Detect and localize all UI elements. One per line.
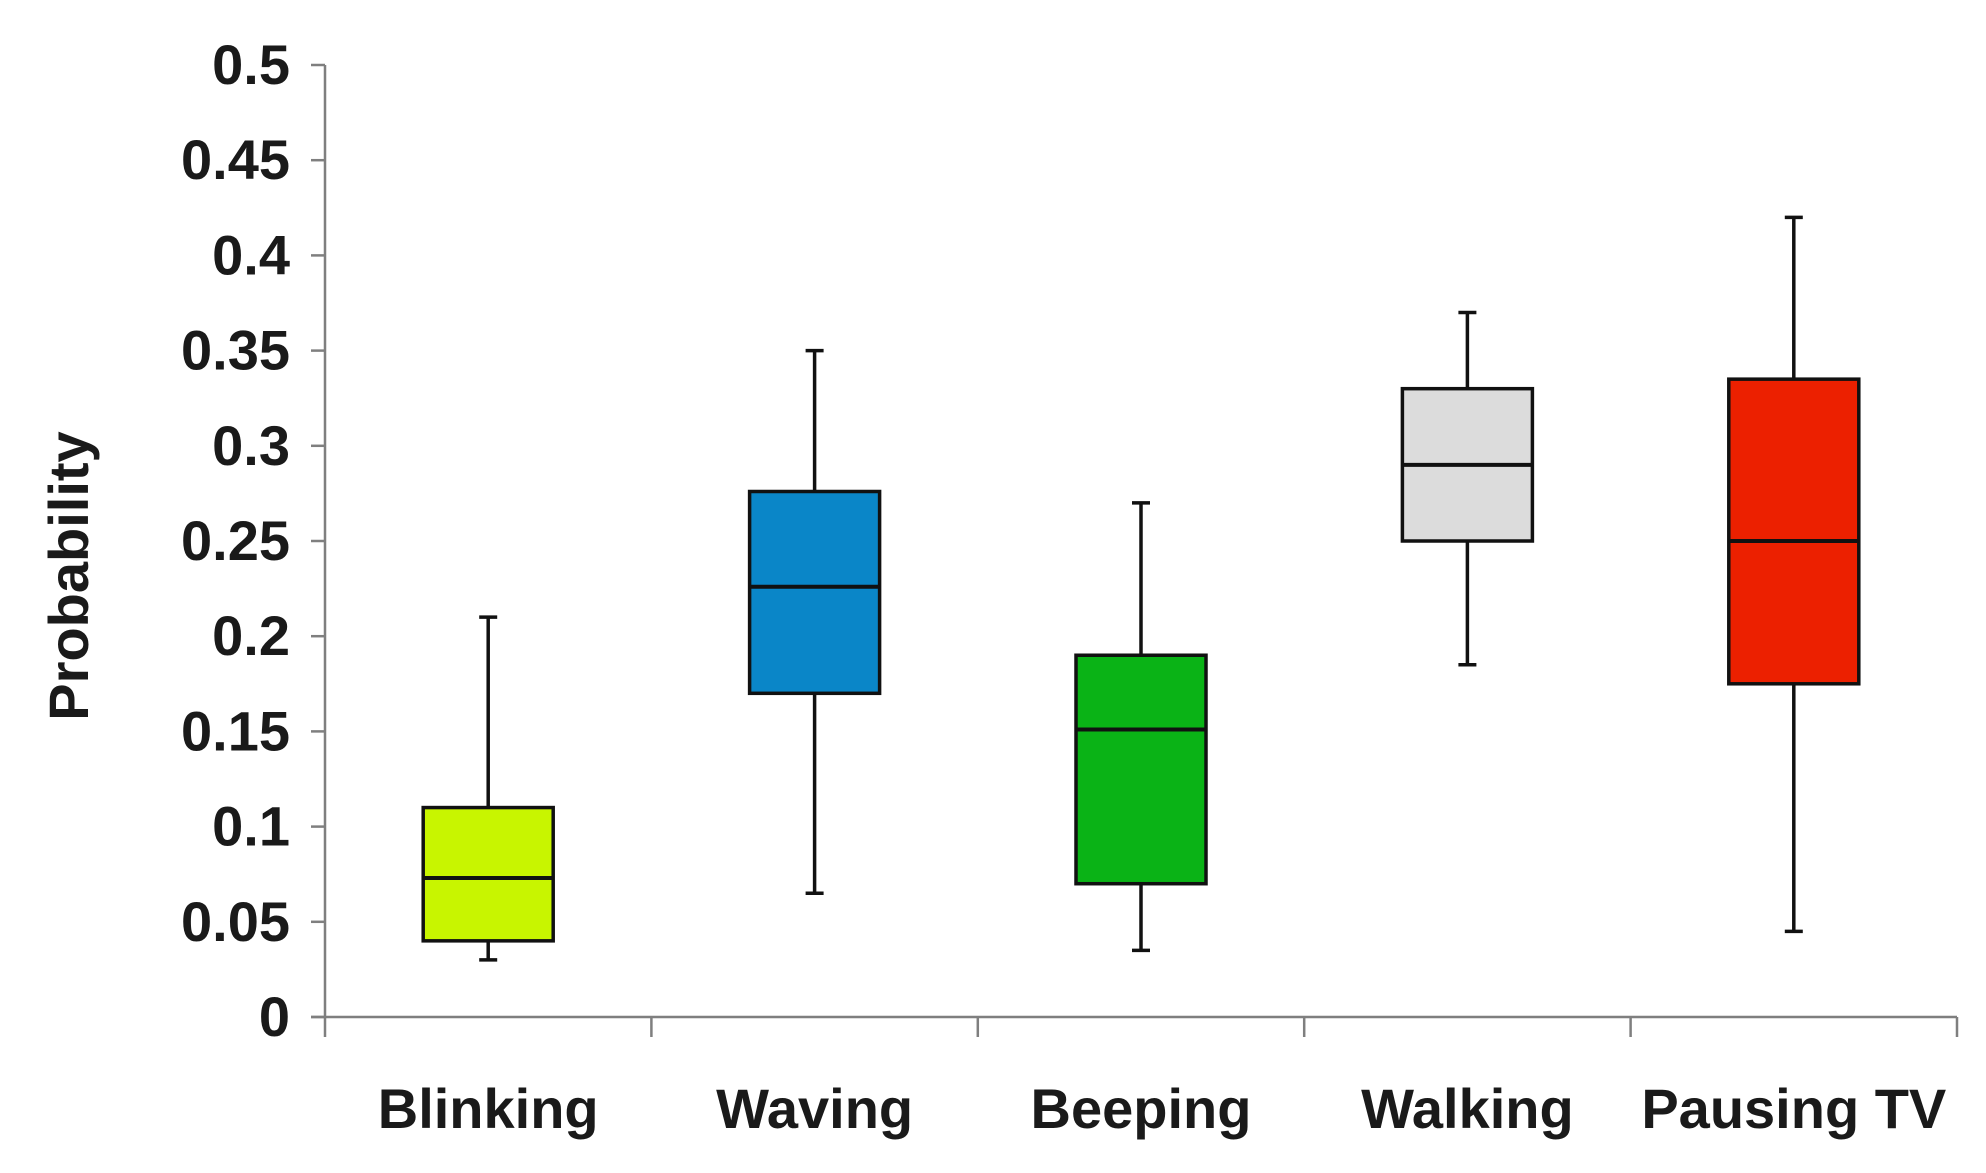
y-tick-label: 0.35: [181, 319, 290, 382]
y-tick-label: 0.25: [181, 509, 290, 572]
y-tick-label: 0.2: [212, 604, 290, 667]
iqr-box: [1074, 653, 1208, 886]
box-blinking: [421, 615, 555, 962]
x-tick-label: Beeping: [1031, 1077, 1252, 1140]
box-walking: [1400, 310, 1535, 667]
y-tick-label: 0.45: [181, 128, 290, 191]
y-tick-label: 0.15: [181, 699, 290, 762]
iqr-box: [747, 489, 882, 696]
iqr-box: [421, 805, 555, 943]
y-tick-label: 0.05: [181, 890, 290, 953]
y-tick-label: 0.5: [212, 33, 290, 96]
boxes: [421, 215, 1861, 962]
y-tick-label: 0.3: [212, 414, 290, 477]
x-tick-label: Walking: [1361, 1077, 1574, 1140]
x-axis: Blinking Waving Beeping Walking Pausing TV: [311, 1015, 1959, 1140]
x-tick-label: Blinking: [378, 1077, 599, 1140]
box-beeping: [1074, 501, 1208, 953]
y-axis: 0 0.05 0.1 0.15 0.2 0.25 0.3 0.35 0.4 0.45 0.5: [181, 33, 327, 1048]
y-tick-label: 0.4: [212, 223, 290, 286]
x-tick-label: Pausing TV: [1641, 1077, 1946, 1140]
x-tick-label: Waving: [716, 1077, 913, 1140]
box-waving: [747, 348, 882, 895]
y-axis-label: Probability: [37, 431, 100, 720]
y-tick-label: 0.1: [212, 795, 290, 858]
y-tick-label: 0: [259, 985, 290, 1048]
iqr-box: [1727, 377, 1861, 686]
box-pausing-tv: [1727, 215, 1861, 934]
